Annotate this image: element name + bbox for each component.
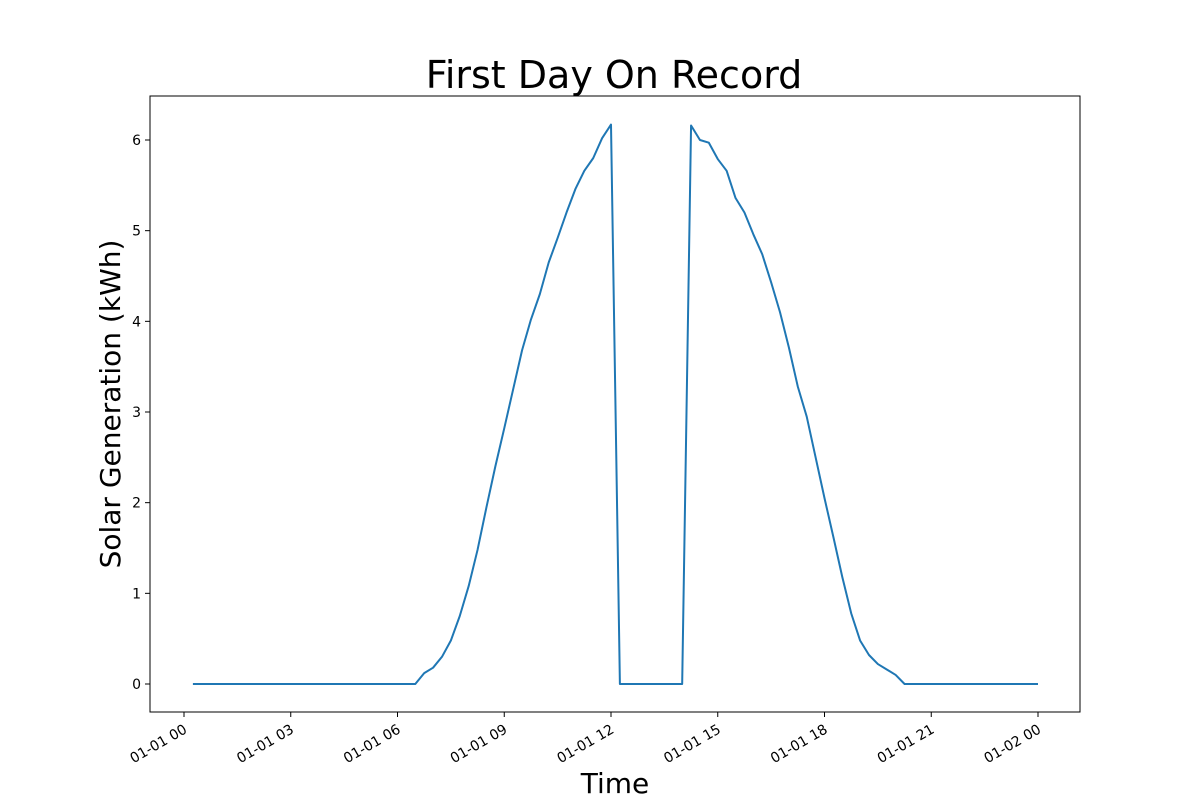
y-tick-label: 4 xyxy=(132,314,141,330)
x-tick-label: 01-01 18 xyxy=(768,722,831,767)
chart-title: First Day On Record xyxy=(426,53,803,97)
x-tick-label: 01-01 03 xyxy=(234,722,297,767)
x-tick-label: 01-01 15 xyxy=(661,722,724,767)
x-axis-label: Time xyxy=(580,767,650,800)
x-tick-label: 01-02 00 xyxy=(981,722,1044,767)
y-axis-label: Solar Generation (kWh) xyxy=(94,240,127,569)
series-layer xyxy=(192,123,1038,685)
series-line xyxy=(192,123,1038,685)
x-tick-label: 01-01 12 xyxy=(554,722,617,767)
x-tick-label: 01-01 09 xyxy=(448,722,511,767)
x-axis: 01-01 00 01-01 03 01-01 06 01-01 09 01-01 12… xyxy=(127,712,1044,767)
y-tick-label: 5 xyxy=(132,224,141,240)
y-tick-label: 6 xyxy=(132,133,141,149)
plot-frame xyxy=(149,95,1081,713)
y-tick-label: 3 xyxy=(132,405,141,421)
y-tick-label: 0 xyxy=(132,677,141,693)
x-tick-label: 01-01 21 xyxy=(875,722,938,767)
y-tick-label: 2 xyxy=(132,496,141,512)
y-axis: 0 1 2 3 4 5 6 xyxy=(132,133,150,693)
x-tick-label: 01-01 06 xyxy=(341,722,404,767)
x-tick-label: 01-01 00 xyxy=(127,722,190,767)
y-tick-label: 1 xyxy=(132,586,141,602)
plot-area xyxy=(149,95,1081,713)
